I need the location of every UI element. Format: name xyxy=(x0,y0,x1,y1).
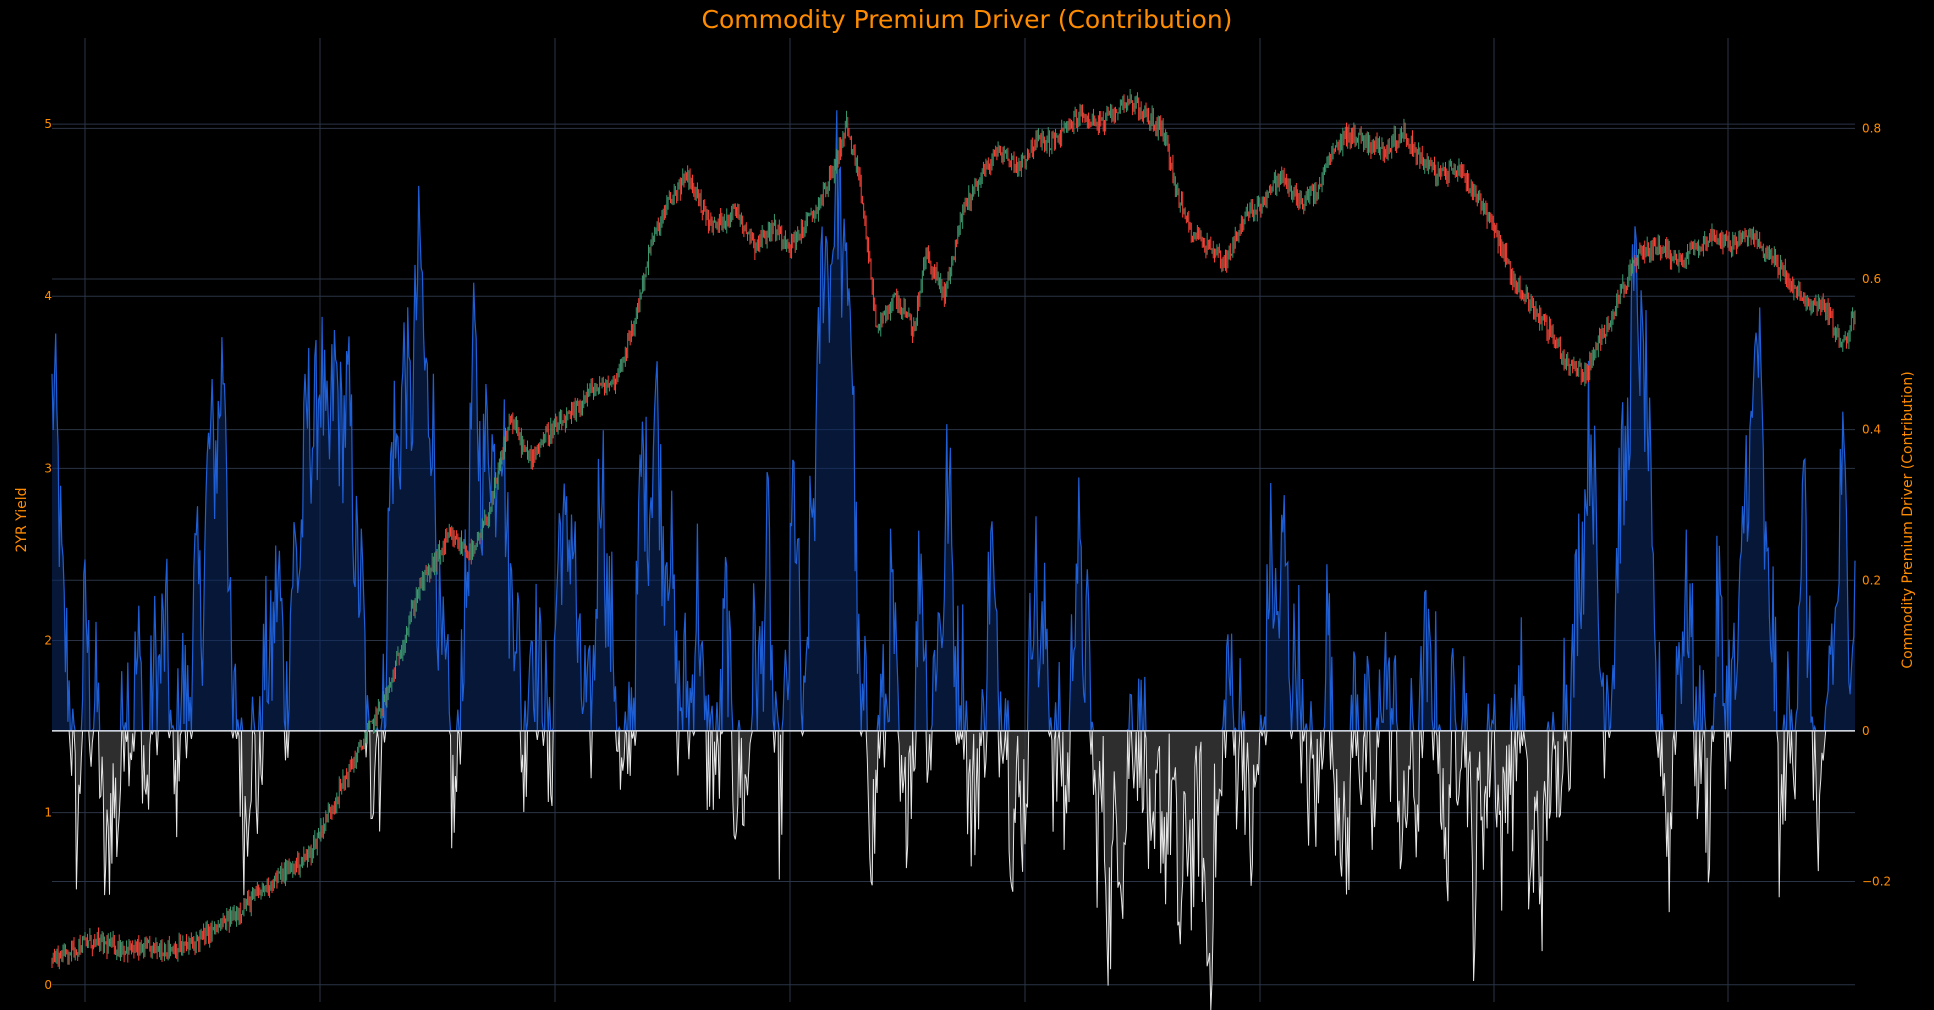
yield-candles xyxy=(51,89,1856,970)
chart-title: Commodity Premium Driver (Contribution) xyxy=(702,5,1233,34)
right-axis-ticks: −0.2 0 0.2 0.4 0.6 0.8 xyxy=(1862,121,1891,888)
right-axis-title: Commodity Premium Driver (Contribution) xyxy=(1900,371,1916,668)
left-tick-label: 4 xyxy=(44,289,52,303)
left-tick-label: 5 xyxy=(44,117,52,131)
driver-series xyxy=(51,110,1856,1010)
driver-negative-area xyxy=(52,730,1855,1010)
right-tick-label: 0.4 xyxy=(1862,423,1881,437)
right-tick-label: 0 xyxy=(1862,724,1870,738)
right-tick-label: −0.2 xyxy=(1862,875,1891,889)
right-tick-label: 0.8 xyxy=(1862,121,1881,135)
left-axis-title: 2YR Yield xyxy=(14,488,30,553)
left-axis-ticks: 0 1 2 3 4 5 xyxy=(44,117,52,992)
left-tick-label: 0 xyxy=(44,978,52,992)
left-tick-label: 1 xyxy=(44,806,52,820)
left-tick-label: 3 xyxy=(44,461,52,475)
right-tick-label: 0.2 xyxy=(1862,573,1881,587)
driver-negative-line xyxy=(52,729,1855,1010)
left-tick-label: 2 xyxy=(44,634,52,648)
driver-positive-area xyxy=(52,110,1855,731)
right-tick-label: 0.6 xyxy=(1862,272,1881,286)
